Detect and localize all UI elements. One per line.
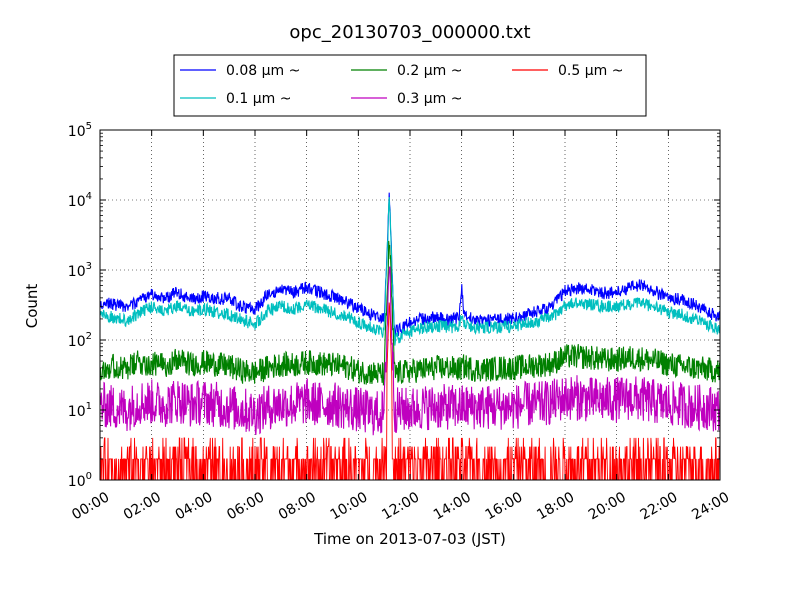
series-line-0 bbox=[100, 192, 720, 337]
y-tick-label: 100 bbox=[68, 471, 92, 490]
legend-label-0: 0.08 μm ~ bbox=[226, 63, 300, 79]
chart-title: opc_20130703_000000.txt bbox=[289, 22, 530, 43]
x-axis-title: Time on 2013-07-03 (JST) bbox=[313, 530, 506, 548]
series-line-2 bbox=[100, 240, 720, 386]
y-tick-label: 102 bbox=[68, 331, 92, 350]
y-tick-label: 103 bbox=[68, 261, 92, 280]
series-group bbox=[100, 192, 720, 480]
series-line-4 bbox=[100, 302, 720, 480]
series-line-3 bbox=[100, 266, 720, 436]
legend-box bbox=[173, 54, 647, 117]
legend-label-3: 0.3 μm ~ bbox=[397, 91, 462, 107]
legend-label-1: 0.1 μm ~ bbox=[226, 91, 291, 107]
legend: 0.08 μm ~ 0.1 μm ~ 0.2 μm ~ 0.3 μm ~ 0.5 μm … bbox=[173, 54, 647, 117]
legend-label-2: 0.2 μm ~ bbox=[397, 63, 462, 79]
y-tick-label: 101 bbox=[68, 401, 92, 420]
y-tick-label: 105 bbox=[68, 121, 92, 140]
legend-label-4: 0.5 μm ~ bbox=[558, 63, 623, 79]
y-tick-label: 104 bbox=[68, 191, 92, 210]
y-axis-title: Count bbox=[23, 284, 41, 329]
series-line-1 bbox=[100, 196, 720, 346]
